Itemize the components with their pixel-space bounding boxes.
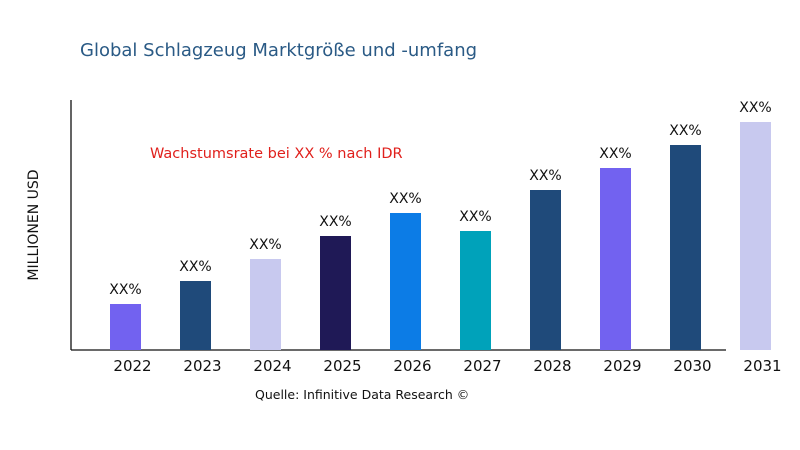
x-tick-2022: 2022 — [113, 357, 151, 375]
bar-2028 — [530, 190, 561, 350]
data-label-2029: XX% — [599, 146, 631, 162]
x-tick-2026: 2026 — [393, 357, 431, 375]
source-note: Quelle: Infinitive Data Research © — [255, 387, 470, 402]
bar-2024 — [250, 259, 281, 350]
data-label-2026: XX% — [389, 191, 421, 207]
bar-2030 — [670, 145, 701, 350]
data-label-2027: XX% — [459, 209, 491, 225]
x-tick-2029: 2029 — [603, 357, 641, 375]
x-tick-2028: 2028 — [533, 357, 571, 375]
data-label-2024: XX% — [249, 237, 281, 253]
data-label-2025: XX% — [319, 214, 351, 230]
x-tick-2027: 2027 — [463, 357, 501, 375]
x-tick-2031: 2031 — [743, 357, 781, 375]
data-label-2030: XX% — [669, 123, 701, 139]
bar-2026 — [390, 213, 421, 350]
growth-rate-annotation: Wachstumsrate bei XX % nach IDR — [150, 146, 403, 162]
chart-title: Global Schlagzeug Marktgröße und -umfang — [80, 40, 478, 61]
bar-2023 — [180, 281, 211, 350]
bar-2025 — [320, 236, 351, 350]
bar-2029 — [600, 168, 631, 350]
bar-2031 — [740, 122, 771, 350]
x-tick-2023: 2023 — [183, 357, 221, 375]
x-tick-2025: 2025 — [323, 357, 361, 375]
bar-2027 — [460, 231, 491, 350]
x-tick-2030: 2030 — [673, 357, 711, 375]
bar-2022 — [110, 304, 141, 350]
x-tick-2024: 2024 — [253, 357, 291, 375]
data-label-2028: XX% — [529, 168, 561, 184]
data-label-2023: XX% — [179, 259, 211, 275]
data-label-2031: XX% — [739, 100, 771, 116]
data-label-2022: XX% — [109, 282, 141, 298]
